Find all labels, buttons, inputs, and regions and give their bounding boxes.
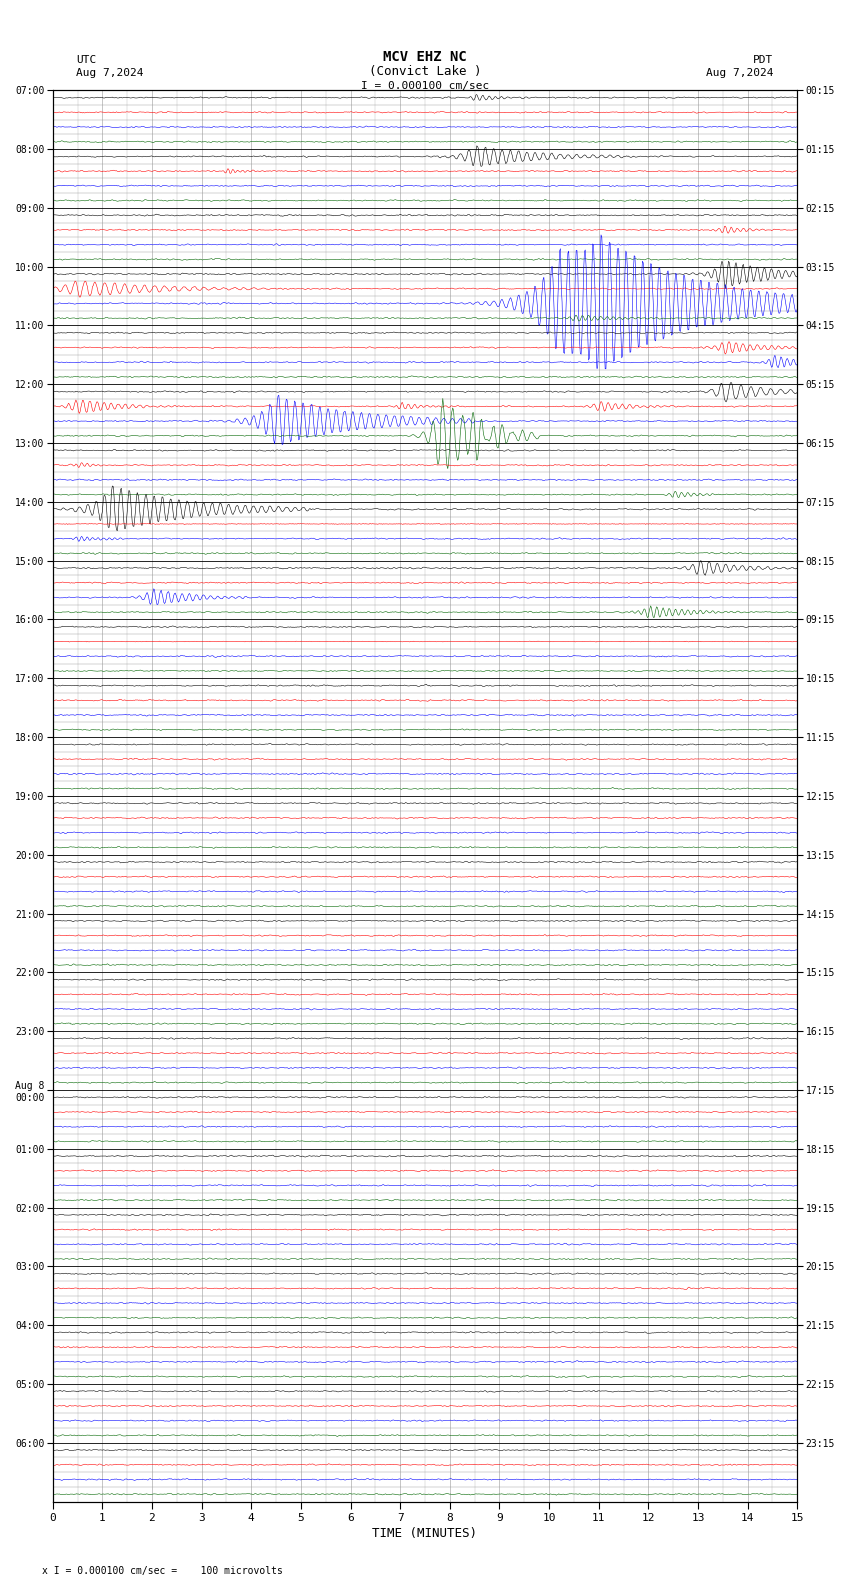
Text: PDT: PDT (753, 55, 774, 65)
Text: MCV EHZ NC: MCV EHZ NC (383, 51, 467, 63)
Text: Aug 7,2024: Aug 7,2024 (706, 68, 774, 78)
Text: I = 0.000100 cm/sec: I = 0.000100 cm/sec (361, 81, 489, 90)
Text: Aug 7,2024: Aug 7,2024 (76, 68, 144, 78)
Text: x I = 0.000100 cm/sec =    100 microvolts: x I = 0.000100 cm/sec = 100 microvolts (42, 1567, 283, 1576)
Text: UTC: UTC (76, 55, 97, 65)
X-axis label: TIME (MINUTES): TIME (MINUTES) (372, 1527, 478, 1541)
Text: (Convict Lake ): (Convict Lake ) (369, 65, 481, 78)
